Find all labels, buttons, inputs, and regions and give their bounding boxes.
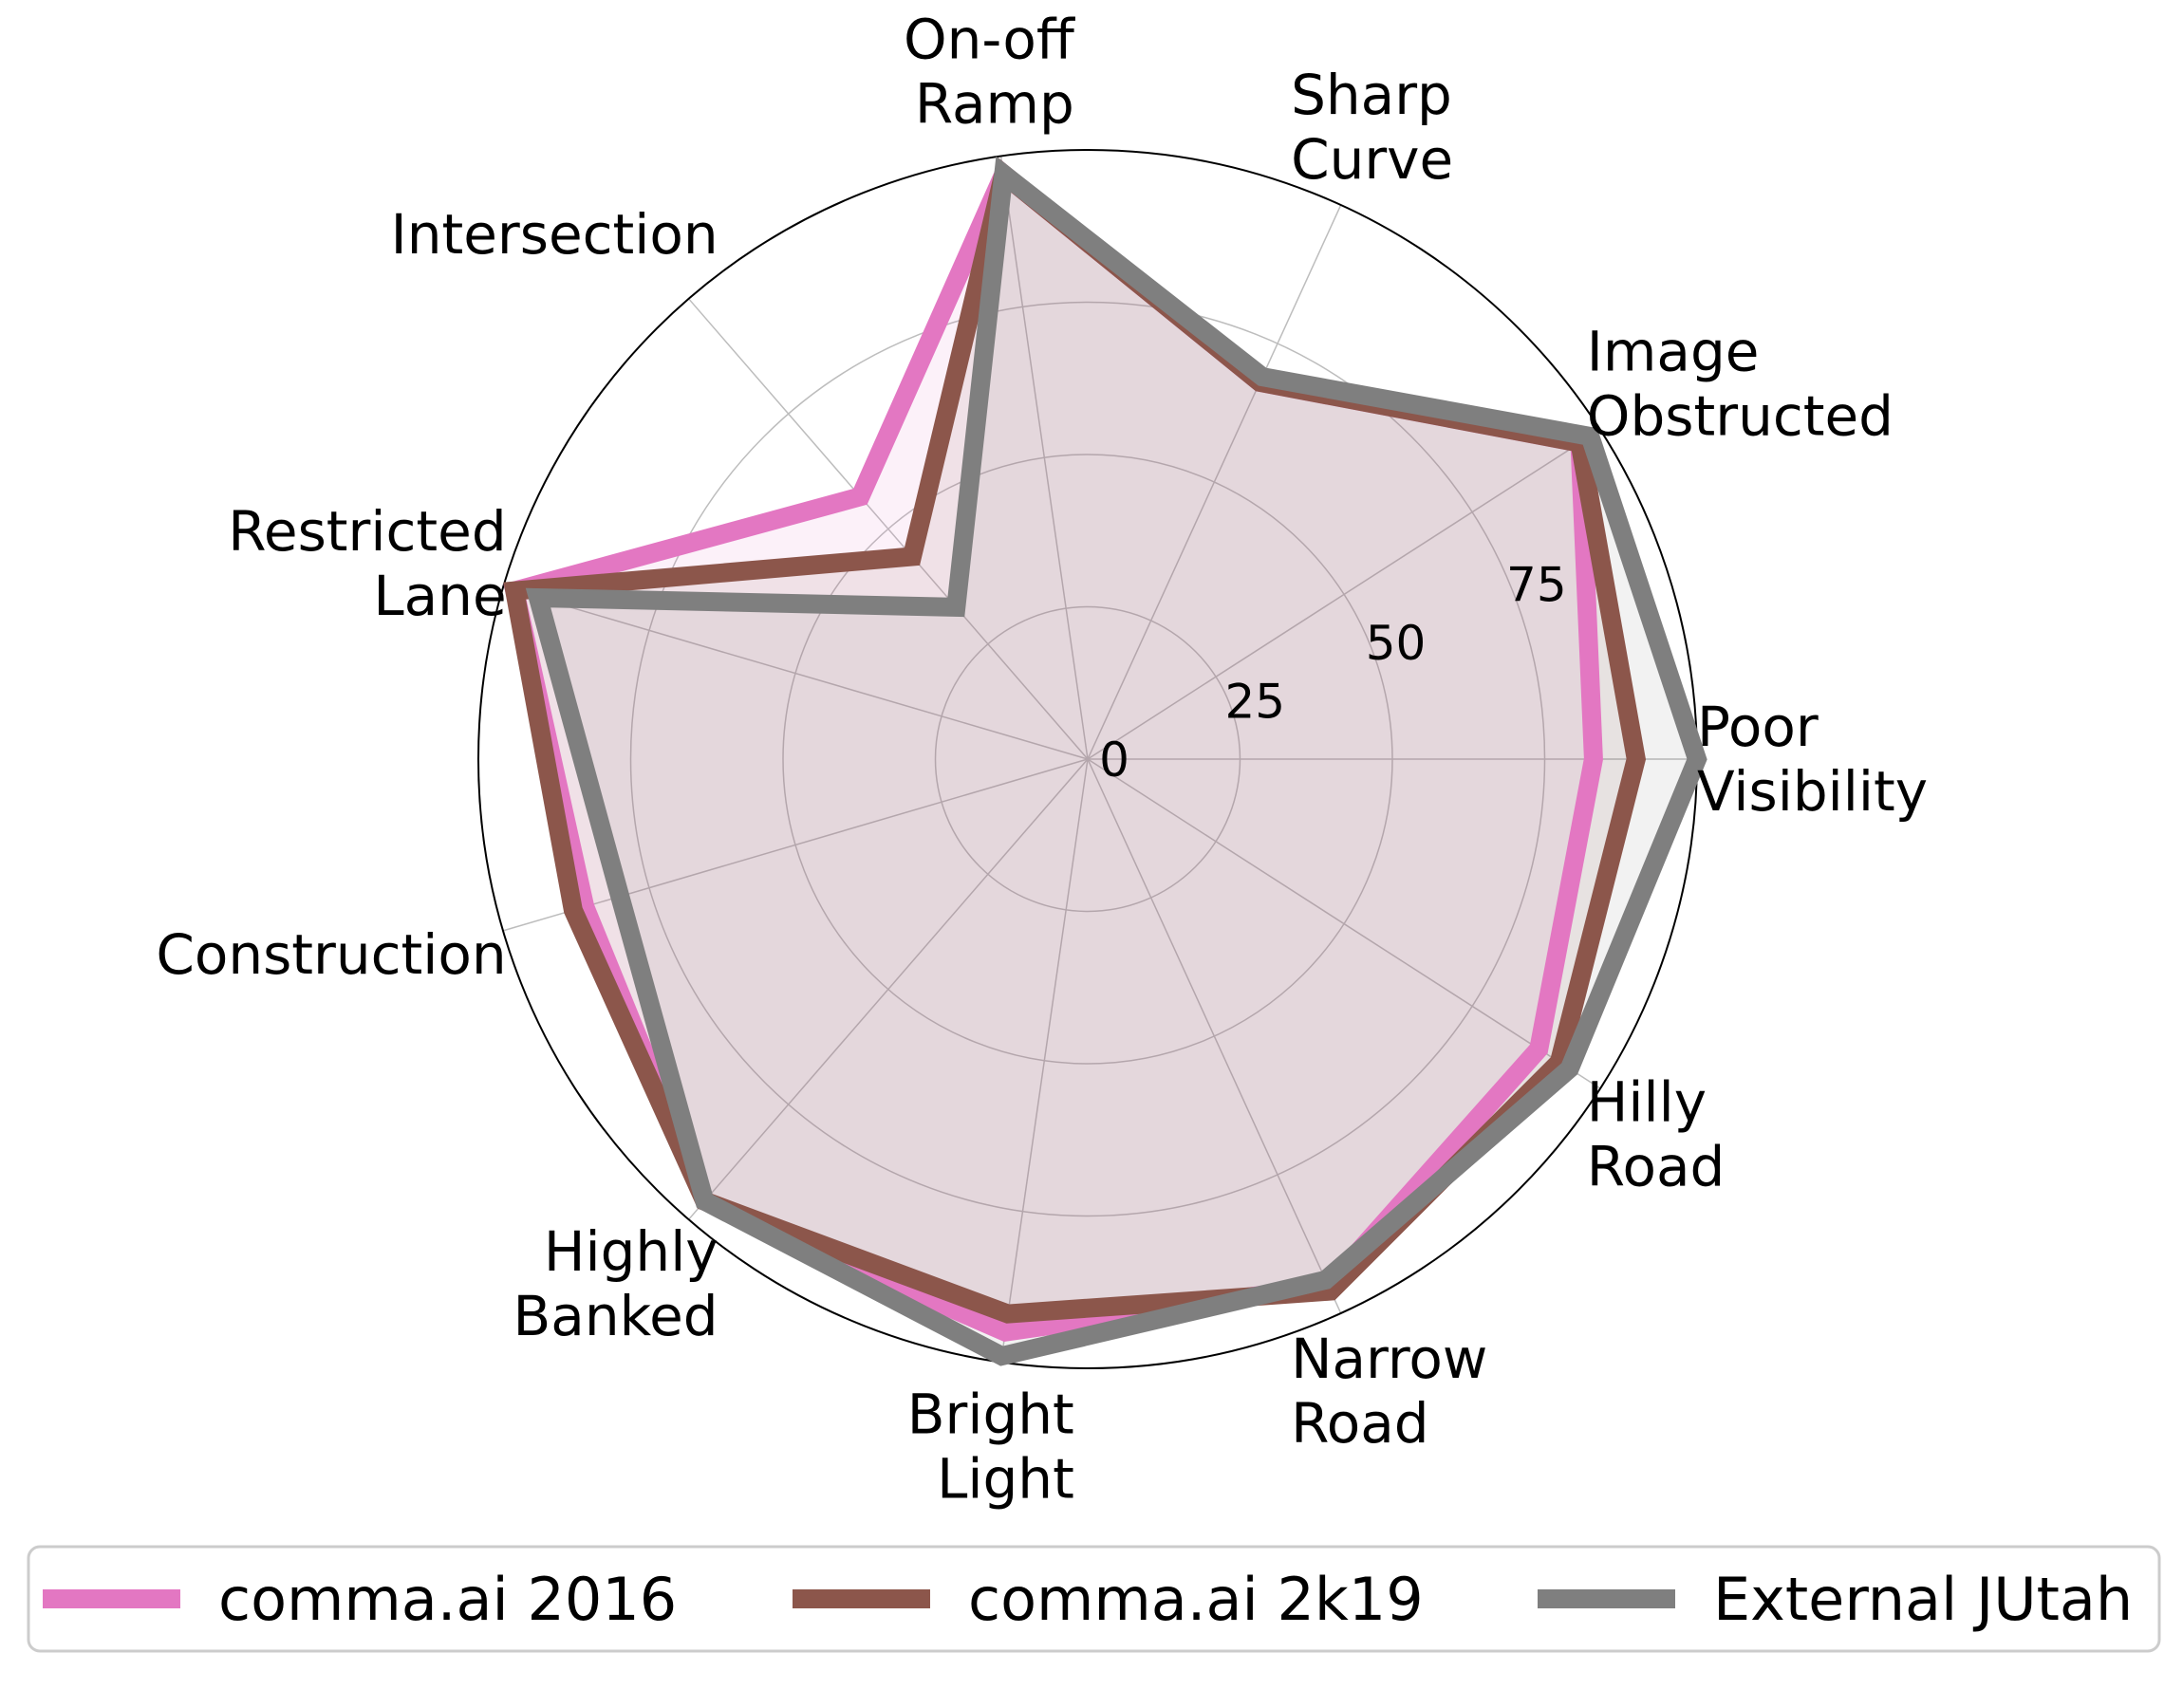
radial-tick-label: 25 bbox=[1224, 675, 1285, 730]
radial-tick-label: 0 bbox=[1099, 733, 1129, 788]
legend-label: comma.ai 2k19 bbox=[968, 1565, 1424, 1634]
series-lines bbox=[503, 156, 1707, 1366]
radial-tick-label: 75 bbox=[1506, 558, 1567, 613]
category-label-line: Visibility bbox=[1697, 759, 1928, 824]
grid-spoke bbox=[502, 758, 1089, 932]
category-label-line: Bright bbox=[907, 1383, 1074, 1447]
radial-tick-label: 50 bbox=[1366, 616, 1427, 671]
category-label-line: Hilly bbox=[1587, 1070, 1707, 1135]
series-fill-2 bbox=[538, 174, 1697, 1357]
category-label-line: Road bbox=[1587, 1135, 1726, 1199]
grid-spoke bbox=[1087, 204, 1342, 760]
category-label-line: Ramp bbox=[915, 71, 1074, 136]
category-label-line: Restricted bbox=[228, 499, 506, 564]
grid-spoke bbox=[1087, 429, 1601, 760]
grid-spoke bbox=[1087, 758, 1342, 1314]
category-label-line: Curve bbox=[1291, 127, 1453, 192]
category-label-line: Highly bbox=[544, 1219, 718, 1284]
grid-spoke bbox=[502, 586, 1089, 760]
category-label-line: Banked bbox=[513, 1284, 718, 1348]
legend-label: comma.ai 2016 bbox=[218, 1565, 677, 1634]
category-label-line: Narrow bbox=[1291, 1327, 1487, 1391]
category-label-line: Light bbox=[937, 1447, 1074, 1512]
legend: comma.ai 2016 comma.ai 2k19 External JUtah bbox=[27, 1545, 2161, 1653]
series-fills bbox=[514, 174, 1697, 1357]
category-label-line: Intersection bbox=[391, 202, 718, 267]
category-label-line: Road bbox=[1291, 1391, 1429, 1456]
category-label-line: Sharp bbox=[1291, 63, 1452, 127]
radial-tick-labels: 0 25 50 75 bbox=[1099, 558, 1567, 788]
category-label: Intersection bbox=[391, 202, 718, 267]
series-fill-1 bbox=[514, 174, 1636, 1314]
category-label-line: Image bbox=[1587, 319, 1760, 383]
legend-entry: comma.ai 2016 bbox=[43, 1565, 677, 1634]
series-fill-0 bbox=[514, 174, 1594, 1332]
grid-spoke bbox=[688, 758, 1089, 1220]
category-label-line: Obstructed bbox=[1587, 383, 1894, 448]
category-label-line: Lane bbox=[373, 564, 506, 628]
legend-entry: External JUtah bbox=[1538, 1565, 2133, 1634]
category-label-line: Poor bbox=[1697, 695, 1819, 759]
grid-spoke bbox=[1087, 758, 1601, 1089]
legend-entry: comma.ai 2k19 bbox=[793, 1565, 1424, 1634]
grid-spoke bbox=[688, 298, 1089, 760]
category-label-line: On-off bbox=[904, 7, 1076, 71]
category-label: Construction bbox=[156, 922, 506, 987]
grid-spoke bbox=[999, 156, 1089, 760]
grid-spoke bbox=[999, 758, 1089, 1363]
radar-grid bbox=[477, 149, 1698, 1369]
legend-label: External JUtah bbox=[1713, 1565, 2133, 1634]
legend-frame bbox=[27, 1545, 2161, 1653]
category-label-line: Construction bbox=[156, 922, 506, 987]
series-line-2 bbox=[525, 156, 1707, 1366]
